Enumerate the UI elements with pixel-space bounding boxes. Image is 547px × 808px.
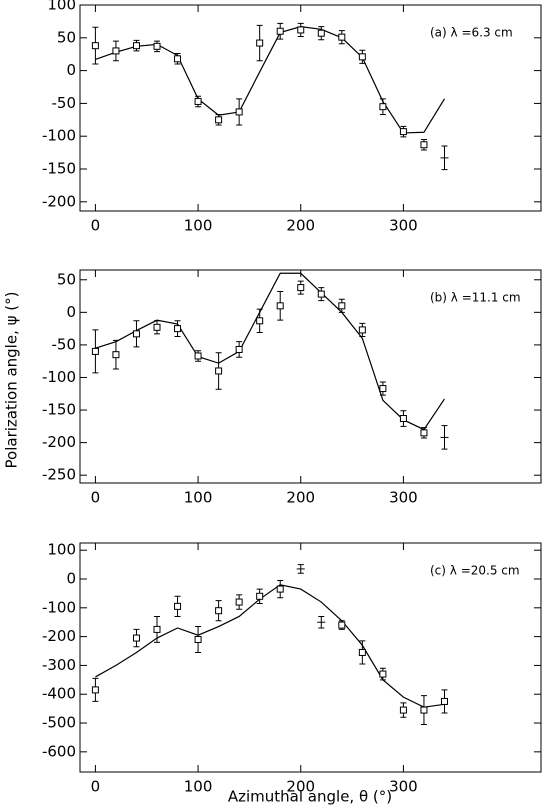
data-point bbox=[379, 103, 387, 111]
data-point bbox=[256, 317, 264, 325]
x-tick-label: 0 bbox=[91, 217, 101, 235]
data-point bbox=[194, 97, 202, 105]
x-tick-label: 200 bbox=[286, 778, 315, 796]
data-point bbox=[358, 53, 366, 61]
x-tick-label: 0 bbox=[91, 489, 101, 507]
y-tick-label: -150 bbox=[42, 401, 76, 419]
data-point bbox=[112, 47, 120, 55]
data-point bbox=[440, 697, 448, 705]
panel-label: (a) λ =6.3 cm bbox=[430, 26, 513, 40]
y-tick-label: 50 bbox=[57, 270, 76, 288]
plot-frame bbox=[79, 542, 542, 773]
data-point bbox=[235, 345, 243, 353]
data-point bbox=[276, 27, 284, 35]
data-point bbox=[91, 347, 99, 355]
x-tick-label: 200 bbox=[286, 489, 315, 507]
data-point bbox=[338, 621, 346, 629]
y-tick-label: -150 bbox=[42, 160, 76, 178]
y-tick-label: -250 bbox=[42, 466, 76, 484]
x-tick-label: 100 bbox=[184, 489, 213, 507]
data-point bbox=[256, 39, 264, 47]
data-point bbox=[399, 128, 407, 136]
y-tick-label: -100 bbox=[42, 598, 76, 616]
data-point bbox=[194, 635, 202, 643]
x-tick-label: 300 bbox=[389, 489, 418, 507]
y-tick-label: -600 bbox=[42, 742, 76, 760]
y-axis-label: Polarization angle, ψ (°) bbox=[3, 292, 21, 469]
y-tick-label: -100 bbox=[42, 127, 76, 145]
data-point bbox=[215, 607, 223, 615]
data-point bbox=[317, 290, 325, 298]
data-point bbox=[153, 323, 161, 331]
data-point bbox=[132, 330, 140, 338]
data-point bbox=[297, 284, 305, 292]
y-tick-label: 0 bbox=[66, 303, 76, 321]
y-tick-label: -200 bbox=[42, 192, 76, 210]
data-point bbox=[297, 26, 305, 34]
data-point bbox=[399, 415, 407, 423]
x-tick-label: 100 bbox=[184, 778, 213, 796]
data-point bbox=[379, 670, 387, 678]
data-point bbox=[215, 367, 223, 375]
data-point bbox=[338, 33, 346, 41]
data-point bbox=[420, 706, 428, 714]
data-point bbox=[338, 302, 346, 310]
data-point bbox=[112, 351, 120, 359]
data-point bbox=[420, 141, 428, 149]
model-line bbox=[95, 272, 445, 431]
data-point bbox=[358, 648, 366, 656]
data-point bbox=[174, 602, 182, 610]
data-point bbox=[91, 686, 99, 694]
x-tick-label: 300 bbox=[389, 778, 418, 796]
data-point bbox=[174, 325, 182, 333]
data-point bbox=[235, 108, 243, 116]
y-tick-label: -50 bbox=[52, 335, 77, 353]
x-tick-label: 200 bbox=[286, 217, 315, 235]
y-tick-label: 0 bbox=[66, 570, 76, 588]
data-point bbox=[379, 385, 387, 393]
x-tick-label: 100 bbox=[184, 217, 213, 235]
data-point bbox=[276, 585, 284, 593]
plot-frame bbox=[79, 269, 542, 484]
panel-label: (c) λ =20.5 cm bbox=[430, 564, 520, 578]
x-axis-label: Azimuthal angle, θ (°) bbox=[228, 788, 392, 806]
model-line bbox=[95, 584, 445, 708]
data-point bbox=[153, 42, 161, 50]
data-point bbox=[194, 352, 202, 360]
y-tick-label: -400 bbox=[42, 685, 76, 703]
y-tick-label: -300 bbox=[42, 656, 76, 674]
y-tick-label: 100 bbox=[47, 0, 76, 14]
y-tick-label: -200 bbox=[42, 433, 76, 451]
data-point bbox=[91, 42, 99, 50]
data-point bbox=[256, 592, 264, 600]
x-tick-label: 0 bbox=[91, 778, 101, 796]
y-tick-label: -500 bbox=[42, 714, 76, 732]
data-point bbox=[235, 598, 243, 606]
plot-frame bbox=[79, 4, 542, 212]
x-tick-label: 300 bbox=[389, 217, 418, 235]
data-point bbox=[132, 634, 140, 642]
data-point bbox=[399, 706, 407, 714]
y-tick-label: -200 bbox=[42, 627, 76, 645]
y-tick-label: 50 bbox=[57, 28, 76, 46]
data-point bbox=[420, 429, 428, 437]
data-point bbox=[153, 625, 161, 633]
data-point bbox=[174, 55, 182, 63]
data-point bbox=[215, 116, 223, 124]
data-point bbox=[132, 42, 140, 50]
y-tick-label: -50 bbox=[52, 94, 77, 112]
panel-label: (b) λ =11.1 cm bbox=[430, 291, 521, 305]
y-tick-label: -100 bbox=[42, 368, 76, 386]
y-tick-label: 100 bbox=[47, 541, 76, 559]
data-point bbox=[276, 302, 284, 310]
data-point bbox=[317, 29, 325, 37]
data-point bbox=[358, 326, 366, 334]
model-line bbox=[95, 26, 445, 134]
y-tick-label: 0 bbox=[66, 61, 76, 79]
